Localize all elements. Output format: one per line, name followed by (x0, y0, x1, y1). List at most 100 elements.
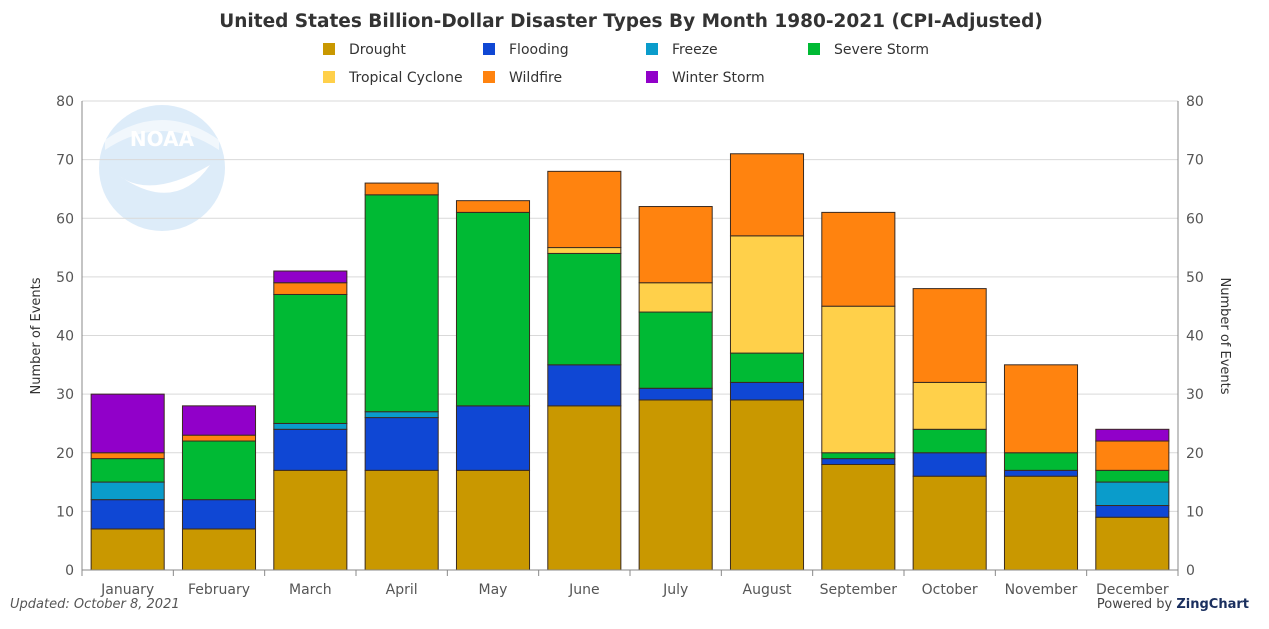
bar-segment-severe-storm[interactable] (729, 352, 805, 383)
bar-segment-wildfire[interactable] (1095, 440, 1170, 471)
legend-marker (646, 71, 658, 83)
bar-segment-severe-storm[interactable] (1003, 452, 1079, 471)
bar-segment-drought[interactable] (547, 405, 622, 571)
legend-item[interactable]: Drought (323, 42, 406, 58)
bar-segment-winter-storm[interactable] (273, 270, 348, 284)
y-tick-label: 60 (56, 211, 74, 227)
legend-label: Winter Storm (672, 70, 765, 86)
bar-segment-freeze[interactable] (273, 422, 348, 430)
zingchart-brand[interactable]: ZingChart (1176, 597, 1249, 612)
bar-segment-freeze[interactable] (1095, 481, 1170, 507)
bar-segment-flooding[interactable] (455, 405, 531, 471)
bar-segment-flooding[interactable] (273, 428, 348, 471)
bar-segment-severe-storm[interactable] (455, 211, 531, 407)
bar-segment-drought[interactable] (1095, 516, 1170, 571)
bar-segment-wildfire[interactable] (729, 153, 805, 237)
legend-item[interactable]: Flooding (483, 42, 569, 58)
bar-segment-tropical-cyclone[interactable] (912, 381, 987, 430)
x-tick-label: February (188, 582, 250, 598)
powered-by-prefix: Powered by (1096, 597, 1173, 612)
x-tick-label: December (1096, 582, 1169, 598)
bar-segment-wildfire[interactable] (1003, 364, 1079, 454)
bar-segment-drought[interactable] (364, 469, 439, 571)
y-tick-label: 40 (56, 329, 74, 345)
bar-segment-drought[interactable] (455, 469, 531, 571)
y-tick-label: 20 (56, 446, 74, 462)
legend-item[interactable]: Tropical Cyclone (323, 70, 463, 86)
bar-segment-flooding[interactable] (638, 387, 713, 401)
bar-segment-flooding[interactable] (364, 417, 439, 471)
x-tick-label: July (662, 582, 688, 598)
bar-segment-winter-storm[interactable] (90, 393, 165, 454)
bar-segment-tropical-cyclone[interactable] (821, 305, 896, 454)
legend-marker (323, 71, 335, 83)
legend-item[interactable]: Freeze (646, 42, 718, 58)
bar-segment-wildfire[interactable] (181, 434, 257, 442)
bar-segment-severe-storm[interactable] (1095, 469, 1170, 483)
legend-marker (323, 43, 335, 55)
bar-segment-winter-storm[interactable] (181, 405, 257, 436)
x-tick-label: May (479, 582, 508, 598)
bar-segment-severe-storm[interactable] (547, 252, 622, 366)
bar-segment-flooding[interactable] (547, 364, 622, 407)
y2-tick-label: 50 (1186, 270, 1204, 286)
legend-label: Freeze (672, 42, 718, 58)
bar-segment-flooding[interactable] (912, 452, 987, 477)
bar-segment-severe-storm[interactable] (364, 194, 439, 413)
bar-segment-severe-storm[interactable] (912, 428, 987, 454)
y-axis-title: Number of Events (29, 277, 44, 394)
bar-segment-flooding[interactable] (1095, 505, 1170, 518)
legend-label: Tropical Cyclone (348, 70, 463, 86)
bar-segment-severe-storm[interactable] (181, 440, 257, 501)
x-tick-label: October (922, 582, 978, 598)
bar-segment-severe-storm[interactable] (90, 458, 165, 483)
y-tick-label: 30 (56, 387, 74, 403)
y2-tick-label: 30 (1186, 387, 1204, 403)
bar-segment-flooding[interactable] (1003, 469, 1079, 477)
bar-segment-flooding[interactable] (821, 458, 896, 465)
powered-by[interactable]: Powered by ZingChart (1097, 597, 1249, 612)
bar-segment-drought[interactable] (912, 475, 987, 571)
legend-marker (483, 43, 495, 55)
bar-segment-wildfire[interactable] (821, 211, 896, 307)
x-axis-tick-labels: January February March April May June July Augu… (100, 582, 1169, 598)
bar-segment-wildfire[interactable] (90, 452, 165, 460)
bar-segment-tropical-cyclone[interactable] (729, 235, 805, 354)
bar-segment-severe-storm[interactable] (273, 293, 348, 424)
legend-item[interactable]: Severe Storm (808, 42, 929, 58)
y-tick-label: 0 (65, 563, 74, 579)
bar-segment-wildfire[interactable] (273, 282, 348, 295)
bar-segment-flooding[interactable] (729, 381, 805, 401)
legend-label: Wildfire (509, 70, 562, 86)
bar-segment-flooding[interactable] (90, 499, 165, 530)
y2-tick-label: 60 (1186, 211, 1204, 227)
bar-segment-wildfire[interactable] (364, 182, 439, 196)
legend-item[interactable]: Winter Storm (646, 70, 765, 86)
bar-segment-wildfire[interactable] (455, 200, 531, 213)
bar-segment-severe-storm[interactable] (638, 311, 713, 389)
bar-segment-drought[interactable] (273, 469, 348, 571)
bar-segment-drought[interactable] (181, 528, 257, 571)
bar-segment-wildfire[interactable] (547, 170, 622, 249)
y-tick-label: 80 (56, 94, 74, 110)
bar-segment-severe-storm[interactable] (821, 452, 896, 460)
bar-segment-drought[interactable] (729, 399, 805, 571)
bar-segment-winter-storm[interactable] (1095, 428, 1170, 442)
legend-item[interactable]: Wildfire (483, 70, 562, 86)
legend-marker (646, 43, 658, 55)
bar-segment-tropical-cyclone[interactable] (547, 247, 622, 254)
bar-segment-drought[interactable] (821, 463, 896, 571)
bar-segment-wildfire[interactable] (638, 206, 713, 284)
bar-segment-freeze[interactable] (364, 411, 439, 419)
x-tick-label: January (100, 582, 154, 598)
bar-segment-wildfire[interactable] (912, 288, 987, 383)
bar-segment-flooding[interactable] (181, 499, 257, 530)
bar-segment-freeze[interactable] (90, 481, 165, 501)
bar-segment-drought[interactable] (90, 528, 165, 571)
y2-tick-label: 70 (1186, 153, 1204, 169)
bar-segment-drought[interactable] (638, 399, 713, 571)
bar-segment-drought[interactable] (1003, 475, 1079, 571)
y-tick-label: 10 (56, 504, 74, 520)
bar-segment-tropical-cyclone[interactable] (638, 282, 713, 313)
